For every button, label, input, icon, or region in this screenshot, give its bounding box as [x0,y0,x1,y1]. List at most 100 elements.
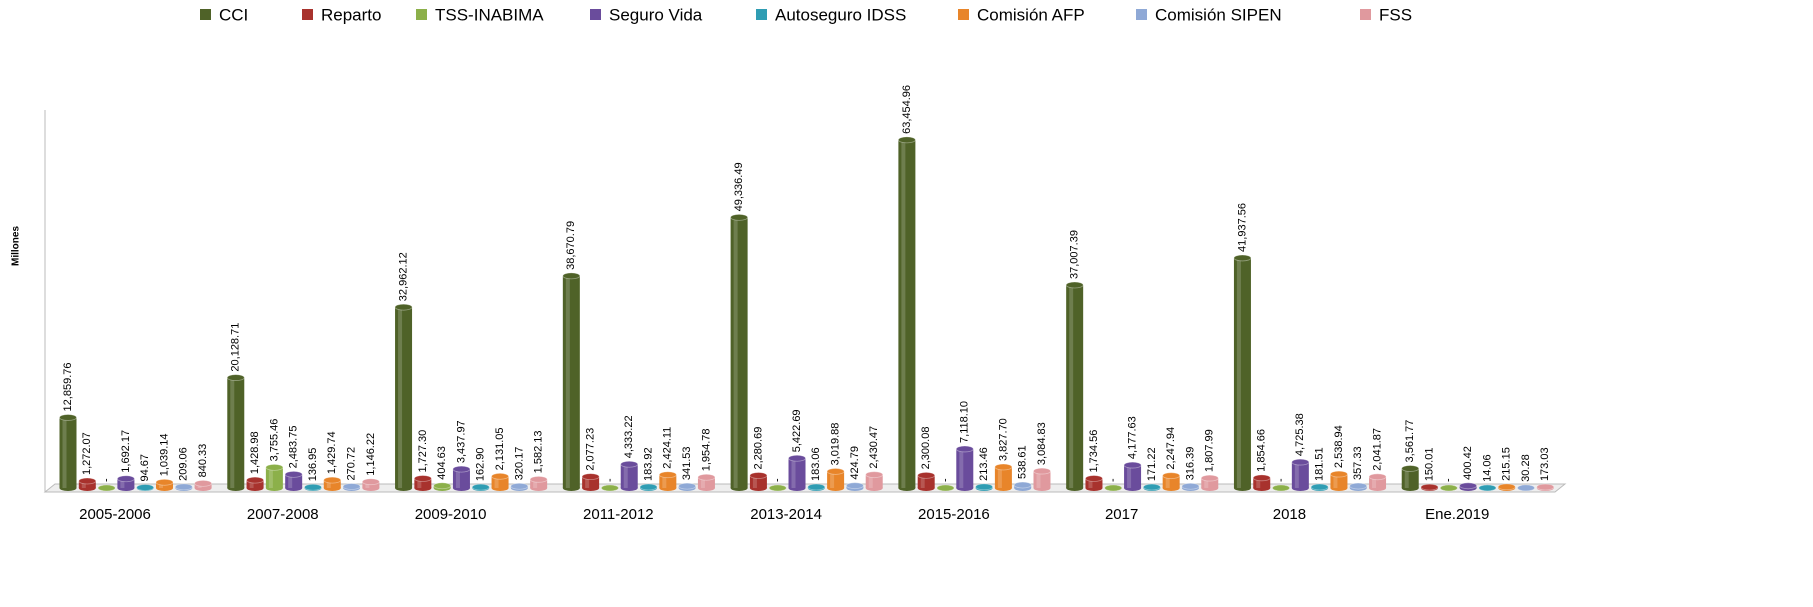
value-label: 37,007.39 [1069,230,1081,279]
bar-top [807,483,826,491]
value-label: 20,128.71 [230,323,242,372]
value-label: 3,755.46 [268,419,280,462]
bar [362,481,380,488]
bar-shine [159,482,163,488]
bar-shine [533,479,538,488]
bar [1162,475,1180,488]
bar-top [304,483,322,491]
bar [917,475,935,488]
bar-top [697,473,716,481]
bar-top [1142,483,1161,491]
bar-top [284,470,303,478]
value-label: 1,727.30 [417,430,429,473]
value-label: 2,041.87 [1371,428,1383,471]
bar [582,476,600,488]
legend-swatch [590,9,601,20]
bar-top [1085,475,1103,482]
value-label: - [1107,478,1119,482]
value-label: 404.63 [436,446,448,480]
x-tick-label: 2011-2012 [583,506,654,523]
legend-swatch [302,9,313,20]
bar-shine [1256,477,1261,488]
value-label: 400.42 [1462,446,1474,480]
bar-top [788,454,806,462]
bar-shine [230,377,235,488]
value-label: 2,483.75 [288,426,300,469]
value-label: 136.95 [307,448,319,482]
bar [265,467,283,488]
bar-top [361,478,380,486]
bar-shine [1372,476,1377,488]
bar-top [1162,472,1181,480]
value-label: 4,333.22 [623,415,635,458]
bar-shine [959,448,964,488]
bar-top [1104,484,1123,492]
bar-shine [1333,474,1338,488]
bar-shine [455,469,460,488]
bar-top [59,414,77,421]
value-label: 3,084.83 [1036,422,1048,465]
bar [1233,257,1251,488]
value-label: 213.46 [978,447,990,481]
bar-shine [733,217,738,488]
bar-top [1349,482,1368,490]
bar-top [246,476,264,484]
bar [491,476,509,488]
value-label: 215.15 [1501,447,1513,481]
legend-label: TSS-INABIMA [435,5,544,24]
value-label: 94.67 [139,454,151,482]
bar-top [1439,484,1458,492]
bar-top [1310,483,1329,491]
x-tick-label: Ene.2019 [1425,506,1489,523]
bar [1291,462,1309,488]
bar-shine [268,467,273,488]
bar-shine [901,139,906,488]
value-label: 2,280.69 [752,427,764,470]
bar-top [323,476,342,484]
bar-shine [1294,462,1299,488]
value-label: 3,561.77 [1404,420,1416,463]
bar-top [658,471,677,479]
bar-top [1123,461,1142,469]
value-label: 341.53 [681,446,693,480]
bar-top [394,303,413,311]
bar-shine [326,480,331,488]
value-label: 2,247.94 [1165,427,1177,470]
value-label: 2,424.11 [662,427,674,469]
bar-top [529,475,548,483]
bar-shine [398,307,403,488]
bar-top [155,478,174,486]
bar [1330,474,1348,488]
value-label: 1,429.74 [326,431,338,474]
legend-swatch [416,9,427,20]
bar-top [1013,481,1032,489]
x-tick-label: 2018 [1273,506,1306,523]
bar-shine [1088,478,1093,488]
bar-top [639,483,658,491]
bar [1033,471,1051,488]
bar [227,377,245,488]
bar-shine [700,477,705,488]
legend-label: Autoseguro IDSS [775,5,906,24]
value-label: 3,019.88 [830,423,842,466]
x-tick-label: 2015-2016 [918,506,990,523]
bar-shine [288,474,293,488]
bar [730,217,748,488]
value-label: 63,454.96 [901,85,913,134]
bar-top [1536,483,1555,491]
bar-shine [1165,475,1170,488]
legend-swatch [1136,9,1147,20]
legend-label: Comisión SIPEN [1155,5,1282,24]
bar-top [1065,281,1084,289]
x-tick-label: 2013-2014 [750,506,822,523]
value-label: 1,146.22 [365,433,377,476]
value-label: 320.17 [513,447,525,481]
bar-top [174,483,193,491]
bar [414,478,432,488]
value-label: 1,272.07 [81,432,93,475]
bar-shine [623,464,628,488]
bar [1124,465,1142,488]
value-label: 4,177.63 [1126,416,1138,459]
bar-top [730,213,749,221]
bar [395,307,413,488]
